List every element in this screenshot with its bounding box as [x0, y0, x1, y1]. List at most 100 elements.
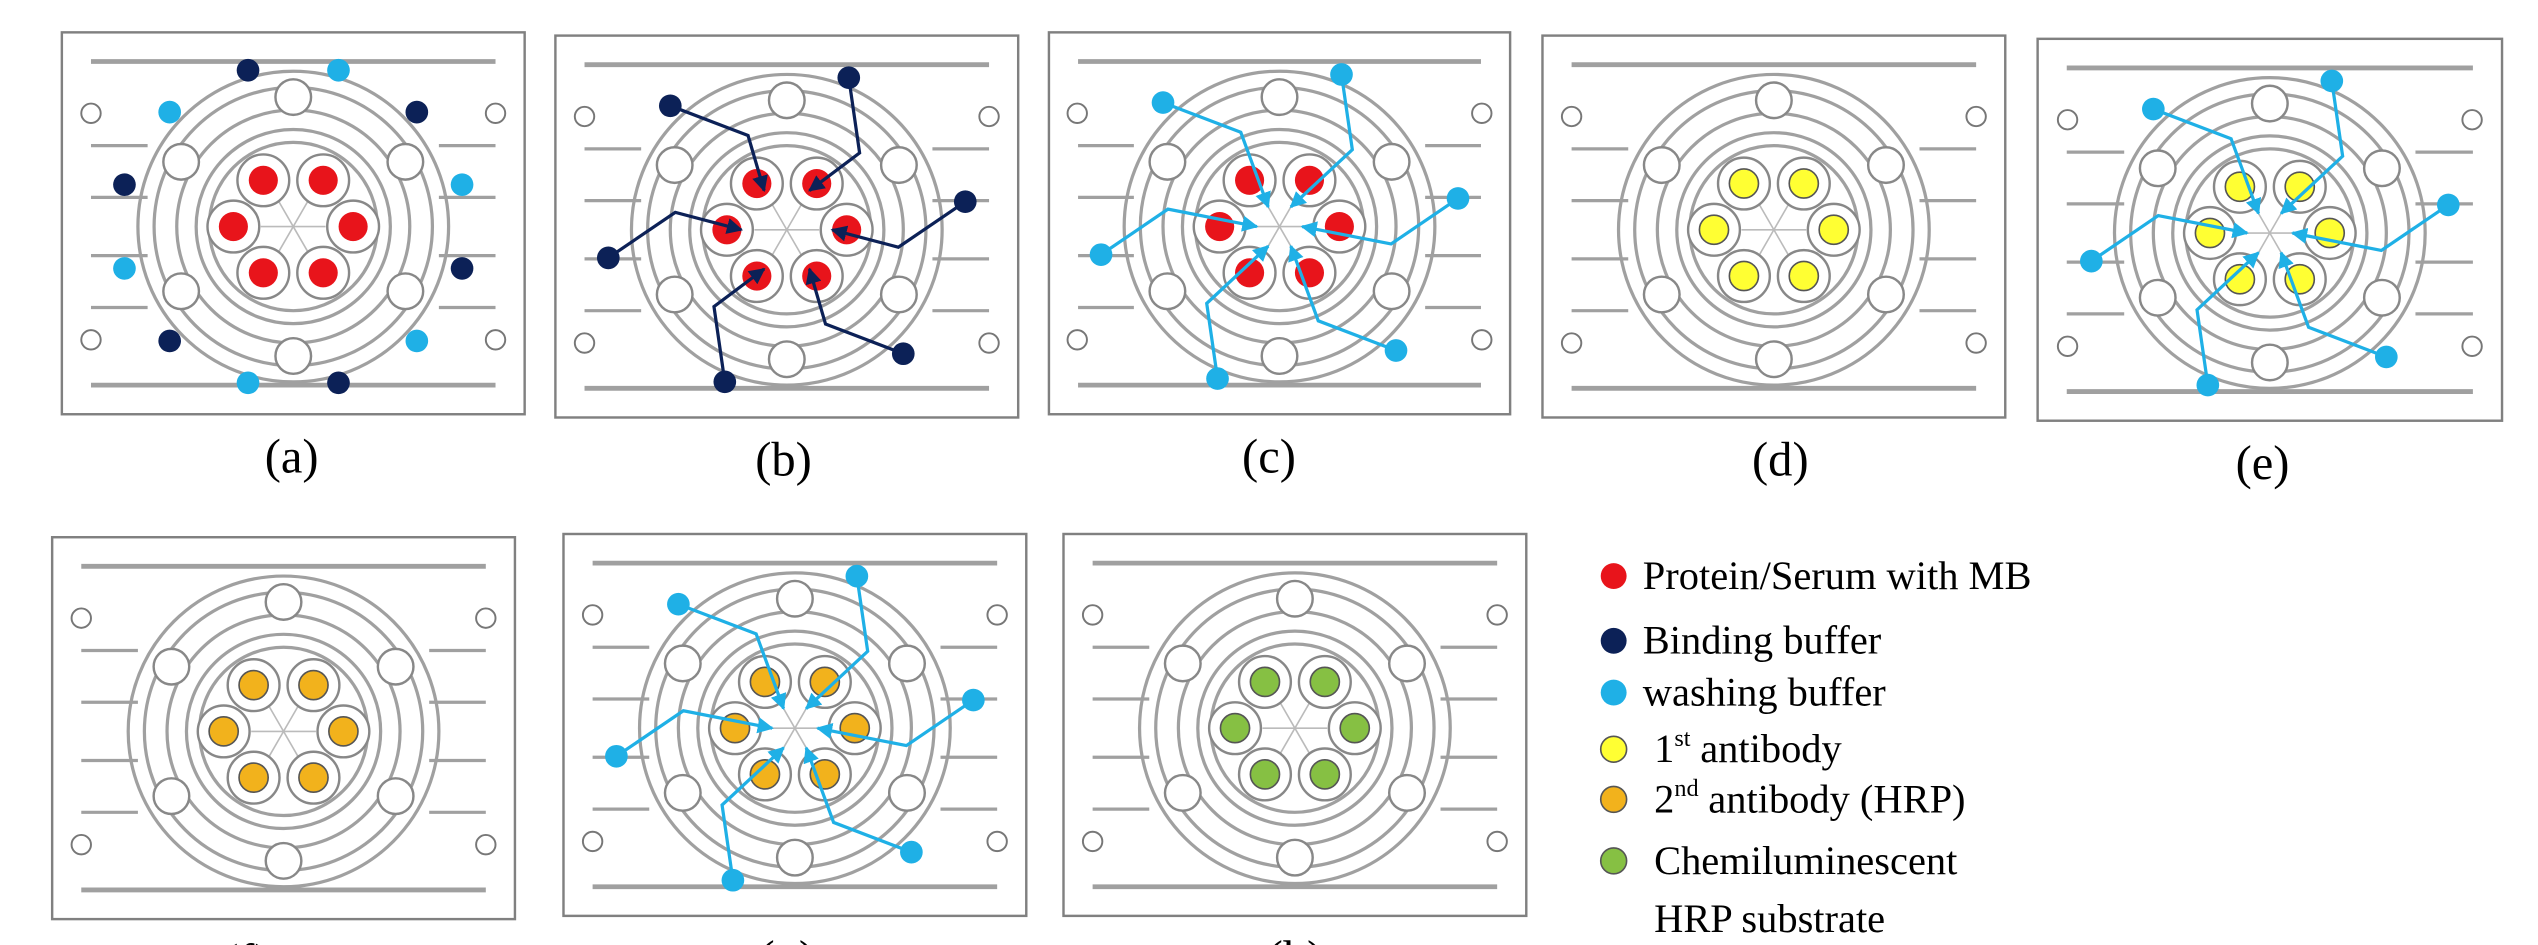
port — [2462, 337, 2481, 356]
reservoir — [154, 778, 190, 814]
inlet-dot — [237, 59, 260, 82]
inlet-dot — [597, 247, 620, 270]
legend-text: Chemiluminescent — [1654, 838, 1957, 883]
inlet-dot — [2375, 346, 2398, 369]
legend-text-part: antibody (HRP) — [1708, 776, 1965, 821]
reservoir — [378, 649, 414, 685]
port — [1562, 333, 1581, 352]
port — [1472, 330, 1491, 349]
reservoir — [163, 144, 199, 180]
well-fill — [1310, 667, 1339, 696]
port — [987, 832, 1006, 851]
reservoir — [266, 584, 302, 620]
legend-swatch — [1601, 563, 1627, 589]
well-fill — [339, 212, 368, 241]
reservoir — [769, 341, 805, 377]
well-fill — [209, 717, 238, 746]
reservoir — [1262, 338, 1298, 374]
inlet-dot — [1385, 339, 1408, 362]
reservoir — [2252, 86, 2288, 122]
inlet-dot — [962, 689, 985, 712]
chip-panel — [555, 36, 1018, 418]
inlet-dot — [605, 745, 628, 768]
chip-panel — [1063, 534, 1526, 916]
port — [1083, 832, 1102, 851]
reservoir — [1389, 646, 1425, 682]
inlet-dot — [667, 593, 690, 616]
reservoir — [154, 649, 190, 685]
inlet-dot — [954, 190, 977, 213]
legend-item: 1stantibody — [1601, 725, 1843, 771]
reservoir — [378, 778, 414, 814]
legend-swatch — [1601, 848, 1627, 874]
inlet-dot — [406, 330, 429, 353]
inlet-dot — [659, 94, 682, 117]
reservoir — [388, 144, 424, 180]
reservoir — [1756, 341, 1792, 377]
reservoir — [163, 273, 199, 309]
inlet-dot — [846, 565, 869, 588]
panel-label: (d) — [1752, 434, 1809, 487]
port — [1068, 104, 1087, 123]
reservoir — [889, 646, 925, 682]
port — [979, 333, 998, 352]
well-fill — [239, 763, 268, 792]
panel-label: (b) — [755, 434, 812, 487]
well-fill — [1729, 261, 1758, 290]
legend-text: Protein/Serum with MB — [1643, 553, 2032, 598]
reservoir — [657, 277, 693, 313]
inlet-dot — [158, 330, 181, 353]
port — [2058, 337, 2077, 356]
well-fill — [219, 212, 248, 241]
port — [1487, 605, 1506, 624]
reservoir — [1277, 840, 1313, 876]
inlet-dot — [1330, 63, 1353, 86]
legend-superscript: st — [1674, 725, 1690, 752]
well-fill — [1310, 760, 1339, 789]
well-fill — [1789, 169, 1818, 198]
reservoir — [1374, 273, 1410, 309]
well-fill — [1220, 714, 1249, 743]
inlet-dot — [2320, 70, 2343, 93]
port — [1083, 605, 1102, 624]
reservoir — [2140, 150, 2176, 186]
reservoir — [1389, 775, 1425, 811]
well-fill — [329, 717, 358, 746]
reservoir — [388, 273, 424, 309]
reservoir — [1150, 144, 1186, 180]
reservoir — [881, 147, 917, 183]
well-fill — [249, 258, 278, 287]
reservoir — [1165, 646, 1201, 682]
port — [72, 835, 91, 854]
inlet-dot — [237, 372, 260, 395]
reservoir — [266, 843, 302, 879]
port — [583, 605, 602, 624]
reservoir — [1868, 147, 1904, 183]
panel-label: (h) — [1267, 932, 1324, 945]
port — [575, 333, 594, 352]
legend-item: Protein/Serum with MB — [1601, 553, 2032, 598]
inlet-dot — [900, 841, 923, 864]
legend-item: washing buffer — [1601, 670, 1887, 715]
reservoir — [769, 83, 805, 119]
reservoir — [1262, 79, 1298, 115]
well-fill — [1789, 261, 1818, 290]
port — [583, 832, 602, 851]
chip-panel — [2038, 39, 2502, 421]
chip-panel — [1542, 36, 2005, 418]
well-fill — [1340, 714, 1369, 743]
well-fill — [1250, 667, 1279, 696]
chip-panel — [52, 537, 515, 919]
inlet-dot — [1206, 367, 1229, 390]
inlet-dot — [451, 173, 474, 196]
inlet-dot — [451, 257, 474, 280]
reservoir — [1165, 775, 1201, 811]
inlet-dot — [722, 869, 745, 892]
reservoir — [1868, 277, 1904, 313]
well-fill — [309, 166, 338, 195]
well-fill — [309, 258, 338, 287]
well-fill — [1699, 215, 1728, 244]
port — [2058, 110, 2077, 129]
inlet-dot — [327, 59, 350, 82]
